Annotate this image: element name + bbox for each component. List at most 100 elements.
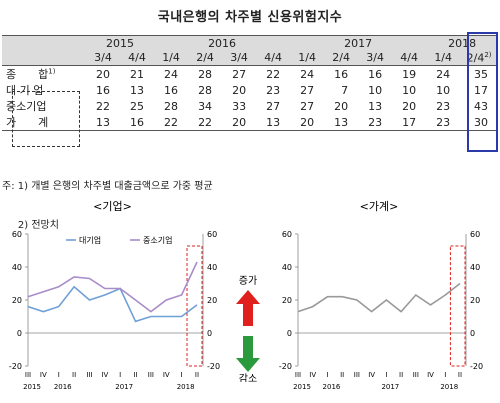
table-quarter-header: 2/4 [324,50,359,66]
table-cell: 23 [358,114,393,131]
table-cell: 20 [96,67,111,81]
table-cell: 13 [324,114,359,131]
y-tick-label-right: 20 [207,296,217,305]
x-year-label: 2018 [440,383,458,391]
table-row-label: 가 계 [2,114,86,131]
table-row-label: 종 합1) [6,67,56,81]
x-tick-label: IV [40,371,47,379]
y-tick-label-right: 20 [470,296,480,305]
table-cell: 24 [300,67,315,81]
table-cell: 23 [266,83,281,97]
x-tick-label: II [458,371,462,379]
table-cell: 30 [460,114,498,131]
table-cell: 13 [86,114,121,131]
y-tick-label-right: 60 [470,230,480,239]
table-cell: 10 [368,83,383,97]
table-year-row: 2015 2016 2017 2018 [2,35,498,51]
table-cell: 16 [120,114,155,131]
table-quarter-header: 3/4 [86,50,121,66]
credit-risk-table: 2015 2016 2017 2018 3/4 4/4 1/4 2/4 3/4 4/4 1/4 2/… [2,35,498,131]
legend-label: 대기업 [79,236,101,245]
table-quarter-header: 1/4 [154,50,189,66]
table-cell: 17 [392,114,427,131]
x-year-label: 2016 [54,383,72,391]
table-year-header: 2017 [290,35,427,51]
note-1: 주: 1) 개별 은행의 차주별 대출금액으로 가중 평균 [2,181,213,192]
table-cell: 19 [402,67,417,81]
y-tick-label-left: 40 [282,263,292,272]
table-row: 대 기 업 16 13 16 28 20 23 27 7 10 10 10 17 [2,82,498,98]
table-row-label: 대 기 업 [6,84,44,97]
table-quarter-header: 2/4 [188,50,223,66]
x-year-label: 2017 [381,383,399,391]
table-quarter-header: 2/42) [460,50,498,66]
table-cell: 20 [222,114,257,131]
x-year-label: 2015 [293,383,311,391]
chart-title: <기업> [93,200,132,213]
y-tick-label-right: -20 [470,362,483,371]
table-cell: 28 [198,67,213,81]
table-cell: 22 [266,67,281,81]
table-notes: 주: 1) 개별 은행의 차주별 대출금액으로 가중 평균 2) 전망치 [2,154,213,245]
x-tick-label: II [340,371,344,379]
x-tick-label: II [399,371,403,379]
x-tick-label: III [148,371,154,379]
table-cell: 22 [188,114,223,131]
x-tick-label: I [326,371,328,379]
table-year-header: 2015 [86,35,155,51]
table-row-label: 중소기업 [6,100,47,113]
table-cell: 22 [154,114,189,131]
forecast-box [449,245,466,367]
table-cell: 13 [368,99,383,113]
x-tick-label: IV [309,371,316,379]
x-tick-label: IV [163,371,170,379]
y-tick-label-left: -20 [279,362,292,371]
forecast-box [186,245,203,367]
series-line [297,282,461,313]
table-cell: 27 [300,83,315,97]
x-tick-label: II [72,371,76,379]
y-tick-label-left: 20 [12,296,22,305]
table-row: 가 계 13 16 22 22 20 13 20 13 23 17 23 30 [2,114,498,131]
table-year-header: 2016 [154,35,291,51]
y-tick-label-left: 60 [12,230,22,239]
table-cell: 33 [232,99,247,113]
y-tick-label-right: 0 [207,329,212,338]
x-year-label: 2016 [323,383,341,391]
table-corner [2,50,86,66]
table-cell: 22 [96,99,111,113]
table-cell: 24 [436,67,451,81]
table-cell: 43 [474,99,488,113]
table-cell: 20 [232,83,247,97]
x-tick-label: III [295,371,301,379]
legend-label: 중소기업 [143,236,172,245]
y-tick-label-right: -20 [207,362,220,371]
x-tick-label: III [354,371,360,379]
note-2: 2) 전망치 [2,220,59,231]
x-tick-label: III [413,371,419,379]
x-year-label: 2017 [115,383,133,391]
table-quarter-header: 4/4 [120,50,155,66]
table-cell: 16 [164,83,179,97]
decrease-label: 감소 [239,373,257,382]
table-cell: 27 [232,67,247,81]
change-arrows: 증가 감소 [236,275,260,382]
series-line [27,285,198,323]
table-cell: 34 [198,99,213,113]
table-corner [2,35,86,51]
table-cell: 7 [341,83,349,97]
table-cell: 16 [96,83,111,97]
table-cell: 16 [334,67,349,81]
y-tick-label-left: 60 [282,230,292,239]
row-footnote-mark: 1) [48,67,56,76]
table-cell: 10 [436,83,451,97]
x-tick-label: I [444,371,446,379]
table-cell: 28 [198,83,213,97]
table-cell: 24 [164,67,179,81]
table-cell: 28 [164,99,179,113]
table-cell: 27 [266,99,281,113]
y-tick-label-right: 40 [470,263,480,272]
x-tick-label: II [195,371,199,379]
